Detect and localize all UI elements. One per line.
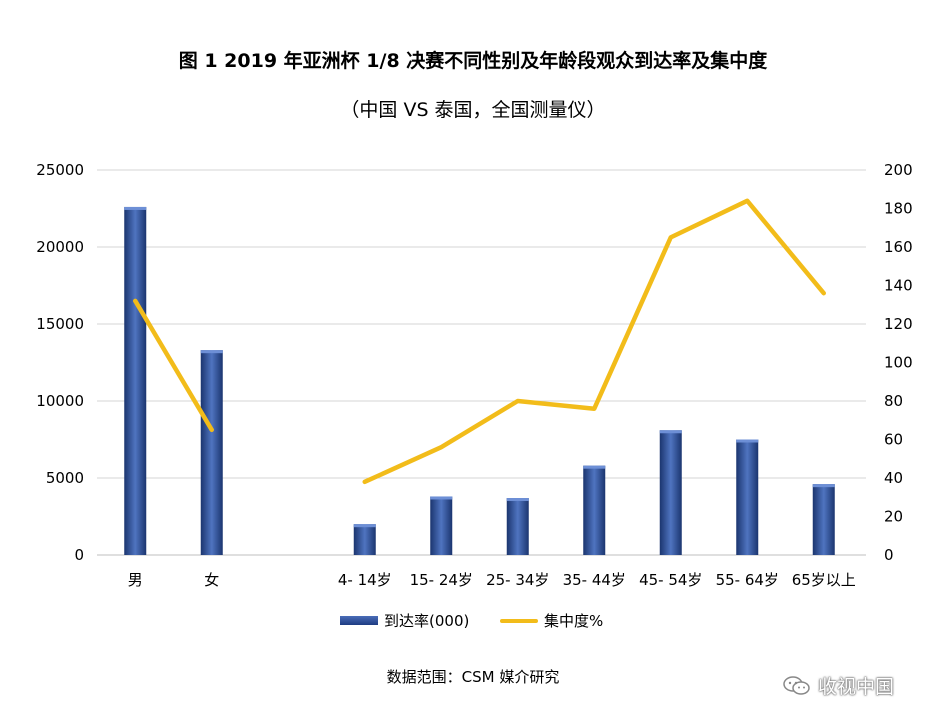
y-right-tick-label: 40 <box>884 469 903 487</box>
bar <box>353 524 376 555</box>
bar <box>812 484 835 555</box>
bar-cap <box>659 430 682 434</box>
bar <box>506 498 529 555</box>
y-left-tick-label: 15000 <box>36 315 84 333</box>
y-left-tick-label: 20000 <box>36 238 84 256</box>
legend-label-reach: 到达率(000) <box>384 612 470 630</box>
y-right-tick-label: 80 <box>884 392 903 410</box>
bar-cap <box>430 496 453 500</box>
x-category-label: 男 <box>128 571 143 589</box>
bar-cap <box>200 350 223 354</box>
bar <box>124 206 147 555</box>
x-category-label: 4- 14岁 <box>338 571 392 589</box>
chart-title: 图 1 2019 年亚洲杯 1/8 决赛不同性别及年龄段观众到达率及集中度 <box>178 50 768 72</box>
source-note: 数据范围：CSM 媒介研究 <box>386 668 560 686</box>
y-left-tick-label: 10000 <box>36 392 84 410</box>
y-right-tick-label: 120 <box>884 315 913 333</box>
watermark-text: 收视中国 <box>818 676 895 698</box>
y-right-tick-label: 140 <box>884 277 913 295</box>
bar <box>200 350 223 555</box>
bar-cap <box>812 484 835 488</box>
y-right-tick-label: 0 <box>884 546 894 564</box>
legend-swatch-bar <box>340 616 378 625</box>
wechat-icon <box>783 675 810 695</box>
x-category-label: 55- 64岁 <box>716 571 779 589</box>
bar-cap <box>124 206 147 210</box>
y-left-tick-label: 0 <box>74 546 84 564</box>
legend-label-concentration: 集中度% <box>544 612 604 630</box>
x-category-label: 25- 34岁 <box>486 571 549 589</box>
bar <box>430 496 453 555</box>
concentration-line <box>133 298 214 433</box>
x-category-label: 女 <box>204 571 219 589</box>
y-right-tick-label: 20 <box>884 508 903 526</box>
x-category-label: 45- 54岁 <box>639 571 702 589</box>
y-right-tick-label: 100 <box>884 354 913 372</box>
bar-cap <box>583 465 606 469</box>
legend-item-reach: 到达率(000) <box>340 610 469 631</box>
x-category-label: 35- 44岁 <box>563 571 626 589</box>
y-left-tick-label: 25000 <box>36 161 84 179</box>
y-left-tick-label: 5000 <box>46 469 84 487</box>
chart-subtitle: （中国 VS 泰国，全国测量仪） <box>340 99 606 121</box>
watermark: 收视中国 <box>782 672 894 699</box>
legend-swatch-line <box>500 618 538 623</box>
combo-chart: 0 5000 10000 15000 20000 25000 0 20 40 60 80 100 120… <box>36 161 913 589</box>
y-right-tick-label: 180 <box>884 200 913 218</box>
bar-cap <box>506 498 529 502</box>
legend: 到达率(000) 集中度% <box>0 610 946 634</box>
bar <box>736 439 759 555</box>
x-category-label: 15- 24岁 <box>410 571 473 589</box>
y-right-tick-label: 200 <box>884 161 913 179</box>
bar-cap <box>353 524 376 528</box>
y-right-tick-label: 60 <box>884 431 903 449</box>
bar <box>583 465 606 555</box>
bar <box>659 430 682 555</box>
legend-item-concentration: 集中度% <box>500 610 603 631</box>
bar-cap <box>736 439 759 443</box>
y-right-tick-label: 160 <box>884 238 913 256</box>
x-category-label: 65岁以上 <box>792 571 856 589</box>
